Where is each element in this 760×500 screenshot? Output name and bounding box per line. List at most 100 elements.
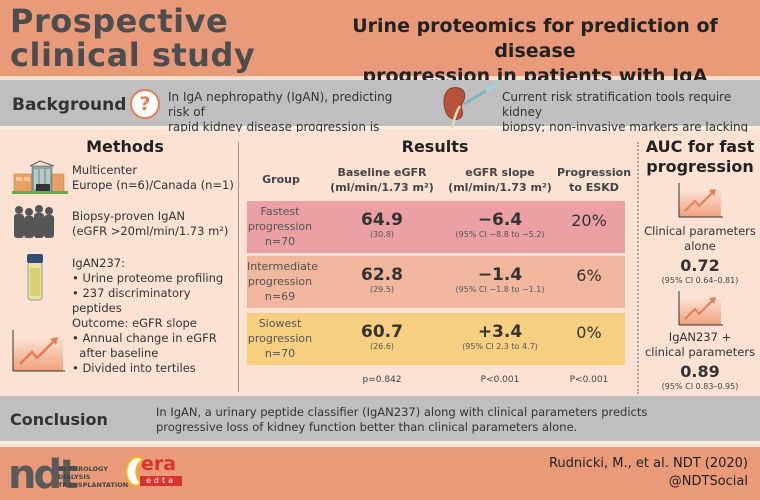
baseline-value: 62.8 xyxy=(361,265,403,285)
header-baseline-line1: Baseline eGFR xyxy=(337,166,427,179)
slope-ci: (95% CI −8.8 to −5.2) xyxy=(455,230,545,239)
auc-label-line1: Clinical parameters xyxy=(644,224,756,238)
methods-text: (eGFR >20ml/min/1.73 m²) xyxy=(72,224,229,238)
background-text-1-line1: In IgA nephropathy (IgAN), predicting ri… xyxy=(168,90,393,119)
methods-text: after baseline xyxy=(72,346,159,360)
auc-title-line2: progression xyxy=(646,157,754,176)
group-cell: Slowest progression n=70 xyxy=(247,316,313,361)
conclusion-section: Conclusion In IgAN, a urinary peptide cl… xyxy=(0,396,760,444)
auc-value-clinical: 0.72 xyxy=(680,256,720,275)
auc-value-igan237: 0.89 xyxy=(680,362,720,381)
methods-text: Outcome: eGFR slope xyxy=(72,316,197,330)
auc-ci-clinical: (95% CI 0.64–0.81) xyxy=(661,276,739,285)
eskd-value: 20% xyxy=(571,211,607,230)
header-group: Group xyxy=(262,173,300,186)
eskd-value: 0% xyxy=(576,323,602,342)
slope-value: −1.4 xyxy=(477,265,523,285)
study-type-line1: Prospective xyxy=(10,2,229,40)
slope-ci: (95% CI 2.3 to 4.7) xyxy=(462,342,538,351)
pvalue-eskd: P<0.001 xyxy=(569,375,609,385)
baseline-sd: (26.6) xyxy=(369,342,395,351)
background-text-2-line1: Current risk stratification tools requir… xyxy=(502,90,732,119)
ndt-line1: NEPHROLOGY xyxy=(58,465,108,473)
header-banner: Prospective clinical study Urine proteom… xyxy=(0,0,760,112)
methods-text: Europe (n=6)/Canada (n=1) xyxy=(72,178,234,192)
eskd-value: 6% xyxy=(576,266,602,285)
group-name: progression xyxy=(247,332,313,345)
group-name: Slowest xyxy=(258,317,302,330)
background-label: Background xyxy=(12,95,127,115)
methods-title: Methods xyxy=(86,137,164,156)
question-icon: ? xyxy=(130,89,160,119)
header-slope-line2: (ml/min/1.73 m²) xyxy=(448,181,552,194)
auc-label-clinical: Clinical parameters alone xyxy=(640,224,760,254)
auc-title-line1: AUC for fast xyxy=(645,137,755,156)
ndt-line2: DIALYSIS xyxy=(58,473,91,481)
methods-text: IgAN237: xyxy=(72,256,125,270)
ndt-logo: ndt NEPHROLOGY DIALYSIS TRANSPLANTATION xyxy=(8,453,128,497)
group-n: n=69 xyxy=(264,290,296,303)
building-icon xyxy=(12,160,68,194)
background-section: Background ? In IgA nephropathy (IgAN), … xyxy=(0,80,760,149)
group-name: progression xyxy=(247,275,313,288)
background-text-2: Current risk stratification tools requir… xyxy=(502,90,757,135)
group-cell: Fastest progression n=70 xyxy=(247,204,313,249)
methods-text: • 237 discriminatory peptides xyxy=(72,286,191,315)
urine-tube-icon xyxy=(27,254,43,301)
methods-text: Multicenter xyxy=(72,163,138,177)
auc-label-igan237: IgAN237 + clinical parameters xyxy=(640,330,760,360)
group-name: Fastest xyxy=(260,205,300,218)
citation-text: Rudnicki, M., et al. NDT (2020) xyxy=(548,456,748,471)
citation: Rudnicki, M., et al. NDT (2020) @NDTSoci… xyxy=(549,455,748,491)
era-edta-logo: era edta xyxy=(125,453,185,493)
group-n: n=70 xyxy=(264,347,296,360)
group-name: Intermediate xyxy=(247,260,318,273)
kidney-biopsy-icon xyxy=(443,82,500,129)
methods-text: Biopsy-proven IgAN xyxy=(72,209,185,223)
header-progression-line2: to ESKD xyxy=(569,181,619,194)
background-text-2-line2: biopsy; non-invasive markers are lacking xyxy=(502,120,749,134)
main-content: Methods Multicenter Europe (n=6)/Canada … xyxy=(0,132,760,396)
auc-label-line2: alone xyxy=(684,239,716,253)
header-baseline: Baseline eGFR (ml/min/1.73 m²) xyxy=(322,165,442,195)
divider xyxy=(238,142,239,392)
table-row-fastest: Fastest progression n=70 64.9 (30.8) −6.… xyxy=(247,201,625,253)
baseline-sd: (29.5) xyxy=(369,285,395,294)
era-text: era xyxy=(141,453,177,475)
group-name: progression xyxy=(247,220,313,233)
slope-value: −6.4 xyxy=(477,210,523,230)
methods-item-outcome: Outcome: eGFR slope • Annual change in e… xyxy=(72,316,242,376)
social-handle[interactable]: @NDTSocial xyxy=(668,474,748,489)
ndt-logo-subtitle: NEPHROLOGY DIALYSIS TRANSPLANTATION xyxy=(58,465,128,489)
methods-text: • Divided into tertiles xyxy=(72,361,196,375)
trend-chart-icon xyxy=(678,183,723,218)
baseline-value: 64.9 xyxy=(361,210,403,230)
trend-chart-icon xyxy=(12,330,65,372)
study-type-line2: clinical study xyxy=(10,36,256,74)
auc-ci-igan237: (95% CI 0.83–0.95) xyxy=(661,382,739,391)
edta-text: edta xyxy=(140,476,182,486)
methods-item-biopsy: Biopsy-proven IgAN (eGFR >20ml/min/1.73 … xyxy=(72,209,242,239)
header-slope-line1: eGFR slope xyxy=(465,166,535,179)
conclusion-label: Conclusion xyxy=(10,410,108,429)
divider xyxy=(637,142,639,394)
conclusion-text: In IgAN, a urinary peptide classifier (I… xyxy=(156,405,716,435)
people-icon xyxy=(14,205,54,238)
methods-item-igan237: IgAN237: • Urine proteome profiling • 23… xyxy=(72,256,242,316)
table-row-intermediate: Intermediate progression n=69 62.8 (29.5… xyxy=(247,256,625,308)
group-n: n=70 xyxy=(264,235,296,248)
header-slope: eGFR slope (ml/min/1.73 m²) xyxy=(440,165,560,195)
footer: ndt NEPHROLOGY DIALYSIS TRANSPLANTATION … xyxy=(0,447,760,500)
auc-label-line2: clinical parameters xyxy=(644,345,756,359)
methods-text: • Urine proteome profiling xyxy=(72,271,224,285)
ndt-logo-letters: ndt xyxy=(8,452,78,498)
pvalue-baseline: p=0.842 xyxy=(362,375,402,385)
conclusion-line2: progressive loss of kidney function bett… xyxy=(156,420,578,434)
methods-item-multicenter: Multicenter Europe (n=6)/Canada (n=1) xyxy=(72,163,242,193)
results-title: Results xyxy=(401,137,469,156)
methods-text: • Annual change in eGFR xyxy=(72,331,217,345)
trend-chart-icon xyxy=(678,291,723,326)
table-row-slowest: Slowest progression n=70 60.7 (26.6) +3.… xyxy=(247,313,625,365)
auc-title: AUC for fast progression xyxy=(645,137,755,177)
header-progression-line1: Progression xyxy=(556,166,632,179)
